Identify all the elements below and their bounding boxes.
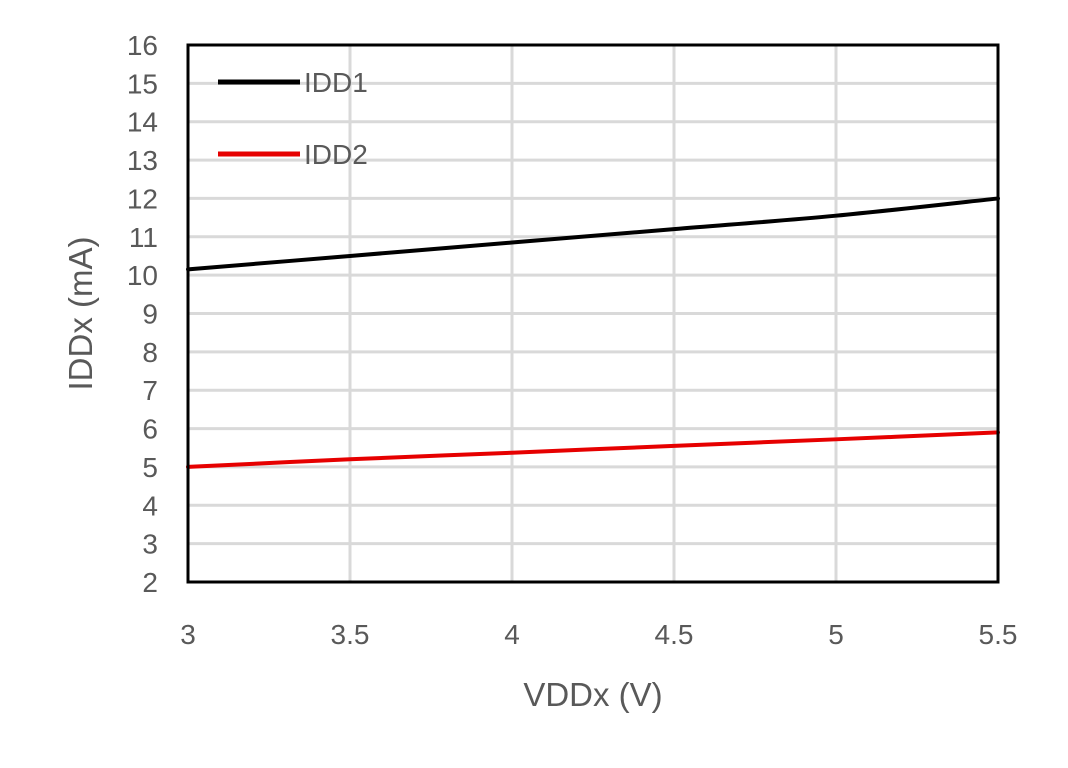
legend-label-idd2: IDD2: [304, 139, 368, 170]
x-tick-label: 5.5: [979, 619, 1018, 650]
y-tick-label: 14: [127, 107, 158, 138]
gridlines: [186, 43, 1000, 584]
y-tick-label: 12: [127, 183, 158, 214]
y-axis-title: IDDx (mA): [62, 237, 99, 391]
legend-label-idd1: IDD1: [304, 67, 368, 98]
x-tick-label: 4.5: [655, 619, 694, 650]
y-tick-label: 9: [142, 299, 158, 330]
x-tick-label: 5: [828, 619, 844, 650]
y-tick-label: 7: [142, 375, 158, 406]
x-tick-label: 4: [504, 619, 520, 650]
y-tick-labels: 2 3 4 5 6 7 8 9 10 11 12 13 14 15 16: [127, 30, 158, 598]
y-tick-label: 10: [127, 260, 158, 291]
y-tick-label: 13: [127, 145, 158, 176]
legend: IDD1 IDD2: [218, 67, 368, 170]
y-tick-label: 4: [142, 490, 158, 521]
y-tick-label: 15: [127, 68, 158, 99]
y-tick-label: 3: [142, 529, 158, 560]
y-tick-label: 11: [129, 222, 158, 253]
series-line-idd1: [186, 196, 1000, 272]
x-tick-labels: 3 3.5 4 4.5 5 5.5: [180, 619, 1017, 650]
y-tick-label: 5: [142, 452, 158, 483]
y-tick-label: 2: [142, 567, 158, 598]
x-axis-title: VDDx (V): [523, 676, 662, 713]
series-line-idd2: [186, 430, 1000, 469]
x-tick-label: 3.5: [331, 619, 370, 650]
series-lines: [186, 196, 1000, 469]
x-tick-label: 3: [180, 619, 196, 650]
y-tick-label: 6: [142, 414, 158, 445]
plot-area-frame: [186, 43, 1000, 584]
y-tick-label: 8: [142, 337, 158, 368]
y-tick-label: 16: [127, 30, 158, 61]
